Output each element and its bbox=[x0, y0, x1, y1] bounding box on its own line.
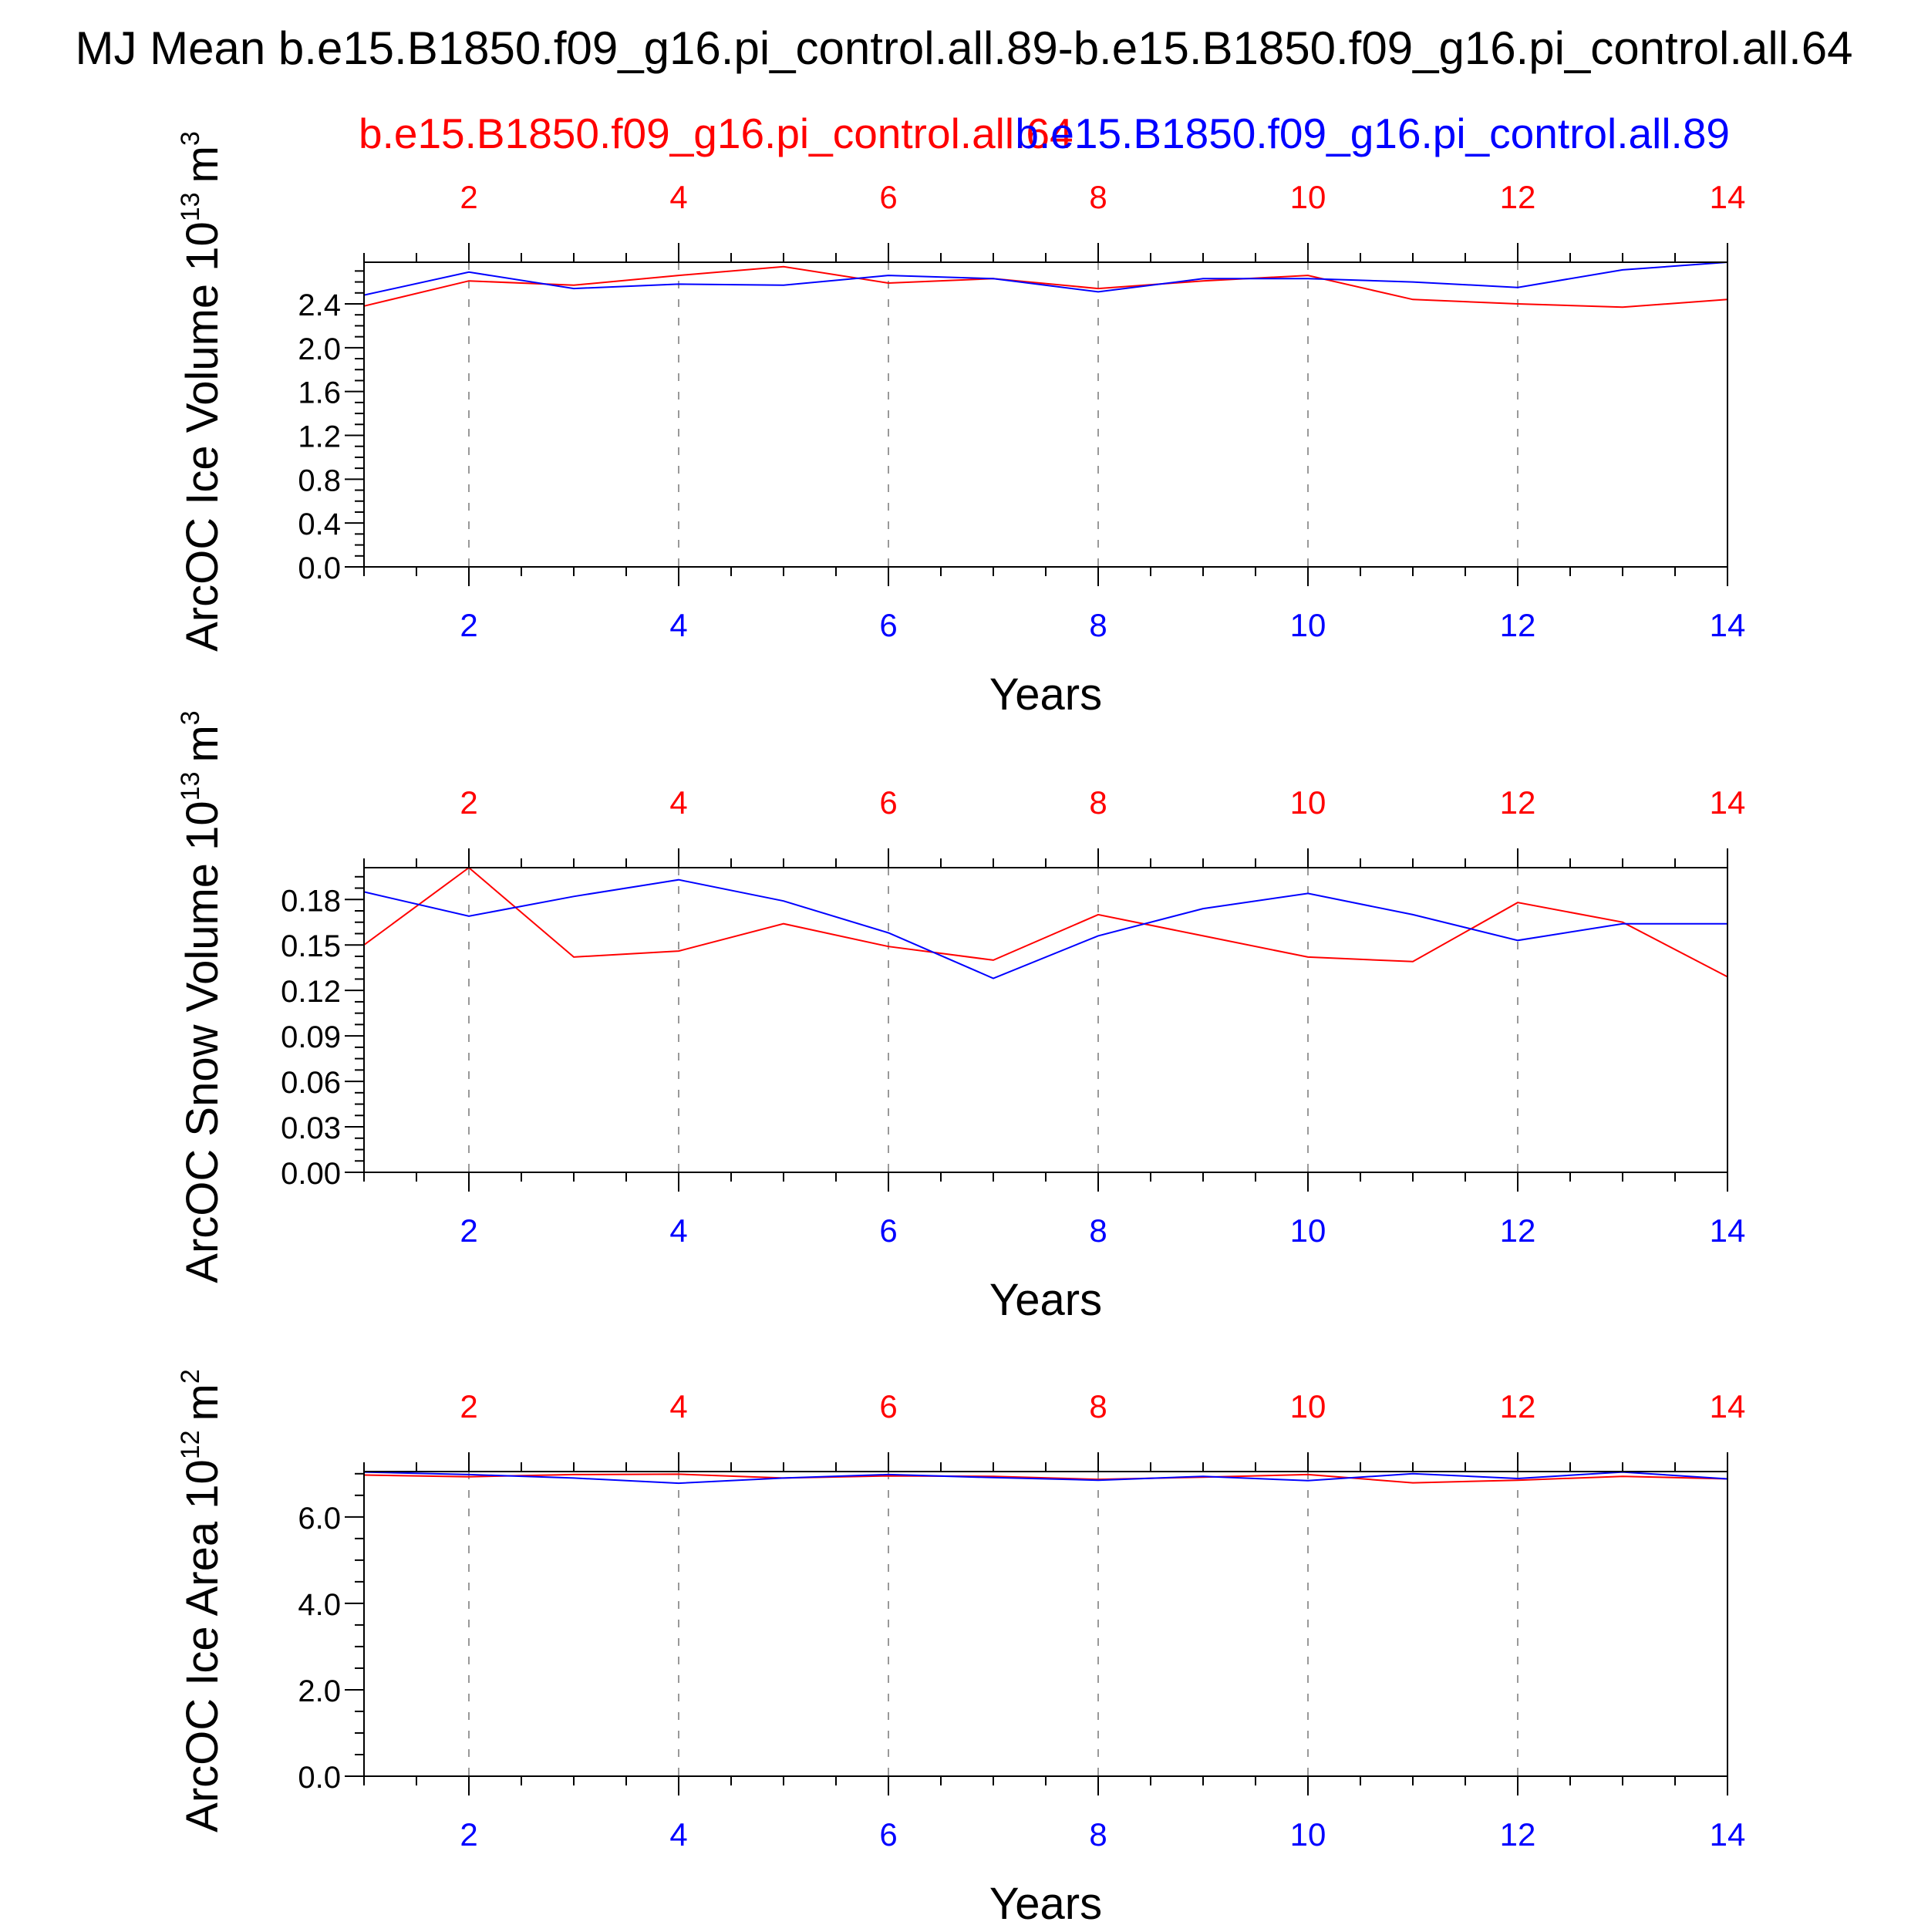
x-tick-label-top: 6 bbox=[879, 1388, 897, 1425]
x-tick-label-top: 10 bbox=[1290, 784, 1326, 821]
y-tick-label: 0.00 bbox=[281, 1157, 341, 1191]
plot-frame bbox=[363, 261, 1728, 568]
x-tick-label-top: 4 bbox=[669, 1388, 687, 1425]
series-line-red bbox=[363, 1473, 1728, 1484]
y-axis-title-unit: m bbox=[177, 1384, 228, 1421]
series-line-blue bbox=[363, 1471, 1728, 1485]
x-tick-label-bottom: 6 bbox=[879, 1212, 897, 1249]
y-tick-label: 0.03 bbox=[281, 1111, 341, 1145]
x-tick-label-top: 4 bbox=[669, 179, 687, 215]
y-axis-title: ArcOC Ice Area 1012 m2 bbox=[176, 1369, 228, 1833]
x-tick-label-top: 10 bbox=[1290, 1388, 1326, 1425]
y-axis-title-unit: m bbox=[177, 146, 228, 183]
x-tick-label-top: 2 bbox=[460, 179, 477, 215]
x-tick-label-bottom: 2 bbox=[460, 1816, 477, 1853]
y-axis-title-exponent: 13 bbox=[176, 772, 205, 801]
y-axis-title-unit-exponent: 3 bbox=[176, 131, 205, 146]
x-tick-label-top: 12 bbox=[1500, 179, 1536, 215]
x-tick-label-bottom: 6 bbox=[879, 1816, 897, 1853]
x-tick-label-top: 6 bbox=[879, 179, 897, 215]
y-axis-title-exponent: 12 bbox=[176, 1430, 205, 1459]
x-tick-label-bottom: 8 bbox=[1089, 607, 1107, 643]
y-tick-label: 0.0 bbox=[298, 551, 341, 585]
x-tick-label-top: 14 bbox=[1710, 179, 1746, 215]
series-line-blue bbox=[363, 878, 1727, 979]
y-tick-label: 0.4 bbox=[298, 507, 341, 541]
x-axis-title: Years bbox=[989, 669, 1102, 720]
series-line-red bbox=[363, 265, 1728, 309]
y-axis-title-text: ArcOC Snow Volume 10 bbox=[177, 801, 228, 1283]
y-tick-label: 2.0 bbox=[298, 332, 341, 366]
y-tick-label: 4.0 bbox=[298, 1588, 341, 1622]
y-axis-title-unit-exponent: 2 bbox=[176, 1369, 205, 1384]
y-axis-title: ArcOC Snow Volume 1013 m3 bbox=[176, 710, 228, 1283]
x-tick-label-top: 2 bbox=[460, 1388, 477, 1425]
x-axis-title: Years bbox=[989, 1879, 1102, 1928]
y-tick-label: 0.18 bbox=[281, 884, 341, 918]
y-tick-label: 2.0 bbox=[298, 1674, 341, 1708]
y-axis-title: ArcOC Ice Volume 1013 m3 bbox=[176, 131, 228, 652]
x-tick-label-top: 2 bbox=[460, 784, 477, 821]
plot-frame bbox=[363, 1471, 1728, 1777]
x-tick-label-top: 12 bbox=[1500, 784, 1536, 821]
y-tick-label: 2.4 bbox=[298, 288, 341, 322]
y-axis-title-exponent: 13 bbox=[176, 192, 205, 221]
x-tick-label-bottom: 14 bbox=[1710, 1212, 1746, 1249]
legend-series-64: b.e15.B1850.f09_g16.pi_control.all.64 bbox=[359, 110, 1074, 157]
x-tick-label-top: 4 bbox=[669, 784, 687, 821]
x-tick-label-top: 8 bbox=[1089, 179, 1107, 215]
x-tick-label-bottom: 2 bbox=[460, 607, 477, 643]
x-tick-label-bottom: 14 bbox=[1710, 607, 1746, 643]
y-axis-title-unit: m bbox=[177, 725, 228, 762]
y-tick-label: 0.09 bbox=[281, 1020, 341, 1054]
x-tick-label-bottom: 8 bbox=[1089, 1816, 1107, 1853]
x-tick-label-top: 8 bbox=[1089, 784, 1107, 821]
y-tick-label: 0.12 bbox=[281, 975, 341, 1009]
chart-title: MJ Mean b.e15.B1850.f09_g16.pi_control.a… bbox=[76, 22, 1853, 74]
x-tick-label-bottom: 10 bbox=[1290, 607, 1326, 643]
panel-1: 0.0 0.4 0.8 1.2 1.6 2.0 2.4 2 2 4 4 6 6 8 8 10 10 12 12 14 1… bbox=[176, 131, 1745, 720]
y-axis-title-text: ArcOC Ice Volume 10 bbox=[177, 221, 228, 652]
series-line-red bbox=[363, 866, 1728, 978]
y-tick-label: 1.2 bbox=[298, 420, 341, 453]
y-tick-label: 0.0 bbox=[298, 1761, 341, 1795]
x-tick-label-bottom: 8 bbox=[1089, 1212, 1107, 1249]
plot-frame bbox=[363, 867, 1728, 1173]
x-tick-label-bottom: 12 bbox=[1500, 1212, 1536, 1249]
x-tick-label-top: 6 bbox=[879, 784, 897, 821]
x-tick-label-top: 14 bbox=[1710, 1388, 1746, 1425]
y-tick-label: 6.0 bbox=[298, 1502, 341, 1536]
x-tick-label-top: 10 bbox=[1290, 179, 1326, 215]
y-axis-title-unit-exponent: 3 bbox=[176, 710, 205, 725]
x-tick-label-bottom: 14 bbox=[1710, 1816, 1746, 1853]
x-tick-label-bottom: 10 bbox=[1290, 1212, 1326, 1249]
series-line-blue bbox=[363, 261, 1728, 296]
y-tick-label: 0.15 bbox=[281, 929, 341, 963]
x-tick-label-bottom: 6 bbox=[879, 607, 897, 643]
x-axis-title: Years bbox=[989, 1275, 1102, 1325]
y-tick-label: 0.8 bbox=[298, 464, 341, 497]
x-tick-label-bottom: 4 bbox=[669, 1212, 687, 1249]
x-tick-label-bottom: 12 bbox=[1500, 1816, 1536, 1853]
x-tick-label-bottom: 4 bbox=[669, 1816, 687, 1853]
y-tick-label: 0.06 bbox=[281, 1066, 341, 1100]
x-tick-label-bottom: 10 bbox=[1290, 1816, 1326, 1853]
x-tick-label-top: 12 bbox=[1500, 1388, 1536, 1425]
x-tick-label-bottom: 4 bbox=[669, 607, 687, 643]
x-tick-label-bottom: 2 bbox=[460, 1212, 477, 1249]
panel-2: 0.00 0.03 0.06 0.09 0.12 0.15 0.18 2 2 4 4 6 6 8 8 10 10… bbox=[176, 710, 1745, 1325]
legend-series-89: b.e15.B1850.f09_g16.pi_control.all.89 bbox=[1015, 110, 1730, 157]
y-tick-label: 1.6 bbox=[298, 376, 341, 410]
x-tick-label-bottom: 12 bbox=[1500, 607, 1536, 643]
panel-3: 0.0 2.0 4.0 6.0 2 2 4 4 6 6 8 8 10 10 12 12 14 14 Years Arc… bbox=[176, 1369, 1746, 1929]
y-axis-title-text: ArcOC Ice Area 10 bbox=[177, 1459, 228, 1833]
x-tick-label-top: 8 bbox=[1089, 1388, 1107, 1425]
x-tick-label-top: 14 bbox=[1710, 784, 1746, 821]
